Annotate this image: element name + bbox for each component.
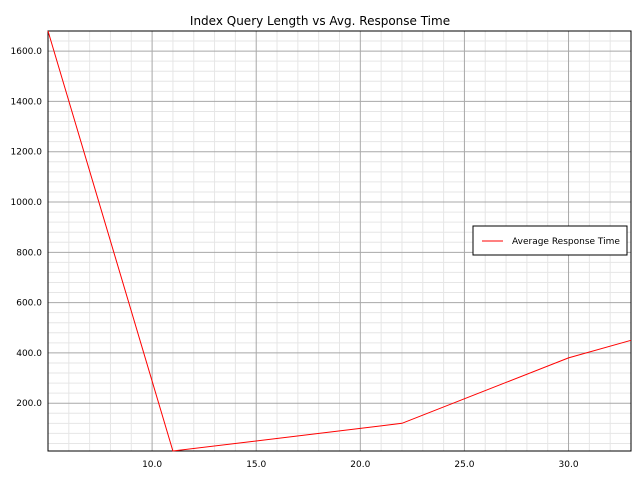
y-tick-label: 600.0 [16, 299, 42, 309]
x-tick-label: 30.0 [559, 460, 579, 470]
y-axis: 200.0 400.0 600.0 800.0 1000.0 1200.0 1400.0 16… [11, 47, 43, 409]
x-tick-label: 15.0 [246, 460, 266, 470]
legend: Average Response Time [472, 225, 628, 256]
y-tick-label: 1000.0 [11, 198, 43, 208]
series-group [47, 30, 632, 452]
x-tick-label: 25.0 [454, 460, 474, 470]
chart-title: Index Query Length vs Avg. Response Time [190, 14, 450, 28]
y-tick-label: 200.0 [16, 399, 42, 409]
y-tick-label: 800.0 [16, 248, 42, 258]
plot-area-frame [47, 30, 632, 452]
y-tick-label: 1600.0 [11, 47, 43, 57]
y-tick-label: 1200.0 [11, 148, 43, 158]
x-tick-label: 10.0 [142, 460, 162, 470]
y-tick-label: 400.0 [16, 349, 42, 359]
series-line [47, 30, 632, 452]
major-grid [47, 31, 631, 451]
legend-label: Average Response Time [512, 237, 620, 247]
x-tick-label: 20.0 [350, 460, 370, 470]
x-axis: 10.0 15.0 20.0 25.0 30.0 [142, 460, 579, 470]
y-tick-label: 1400.0 [11, 97, 43, 107]
